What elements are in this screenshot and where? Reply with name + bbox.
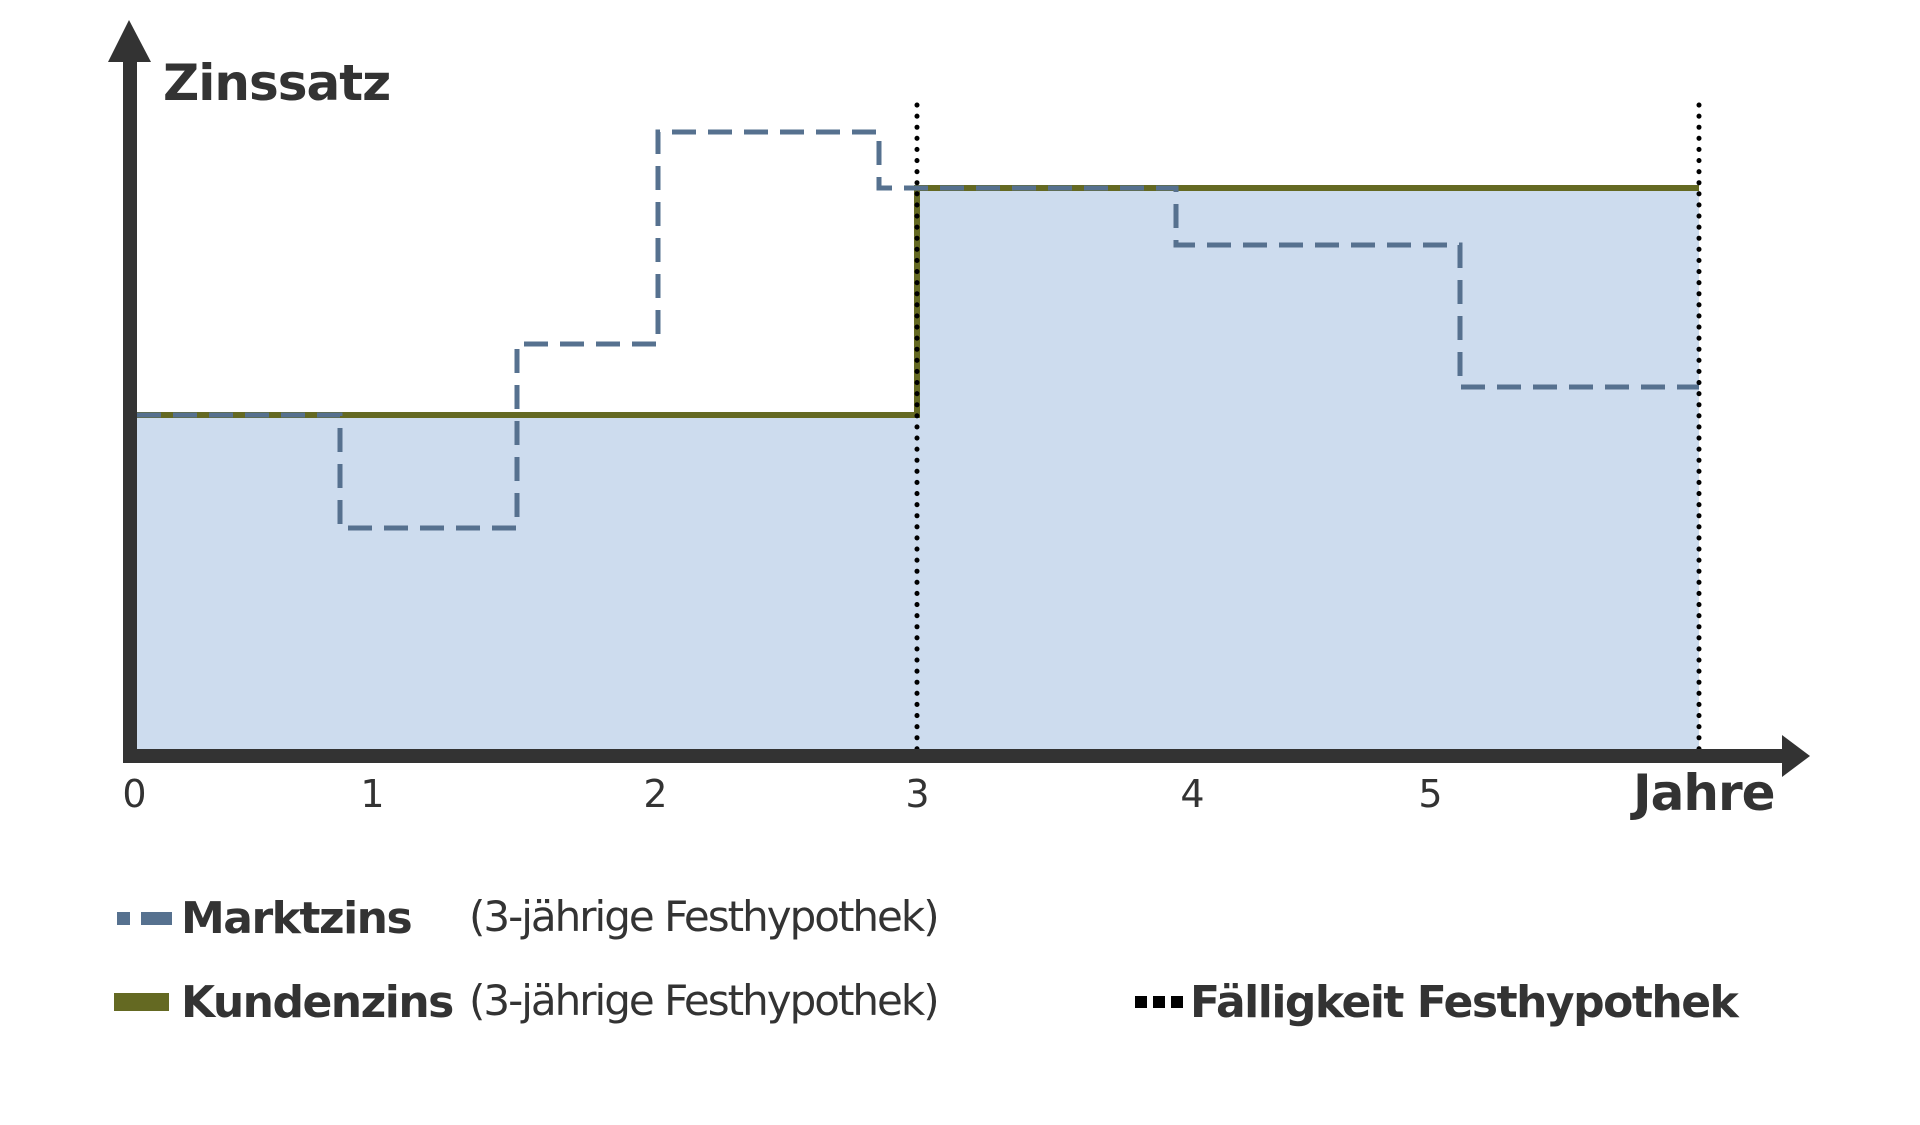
dashed-line-swatch-icon <box>117 912 130 925</box>
solid-line-swatch-icon <box>114 993 169 1011</box>
rate-fill-area <box>137 188 1699 749</box>
dotted-line-swatch-icon <box>1135 996 1147 1008</box>
x-tick-3: 3 <box>905 772 929 816</box>
x-axis <box>123 749 1788 763</box>
y-axis-title: Zinssatz <box>163 54 391 112</box>
x-tick-0: 0 <box>122 772 146 816</box>
legend-note-marktzins: (3-jährige Festhypothek) <box>469 892 940 941</box>
legend-label-kundenzins: Kundenzins <box>181 977 454 1028</box>
y-axis <box>123 55 137 763</box>
x-tick-5: 5 <box>1418 772 1442 816</box>
x-axis-title: Jahre <box>1633 764 1776 822</box>
y-axis-arrow-icon <box>108 20 151 62</box>
dotted-line-swatch-icon-part <box>1153 996 1165 1008</box>
legend-note-kundenzins: (3-jährige Festhypothek) <box>469 976 940 1025</box>
x-tick-4: 4 <box>1180 772 1204 816</box>
x-tick-2: 2 <box>643 772 667 816</box>
x-tick-1: 1 <box>360 772 384 816</box>
marktzins-line <box>137 129 1699 531</box>
kundenzins-line <box>137 185 1699 418</box>
dashed-line-swatch-icon-part <box>141 912 172 925</box>
dotted-line-swatch-icon-part <box>1171 996 1183 1008</box>
x-axis-arrow-icon <box>1782 735 1810 777</box>
legend-label-faelligkeit: Fälligkeit Festhypothek <box>1190 977 1739 1028</box>
legend-label-marktzins: Marktzins <box>181 893 413 944</box>
